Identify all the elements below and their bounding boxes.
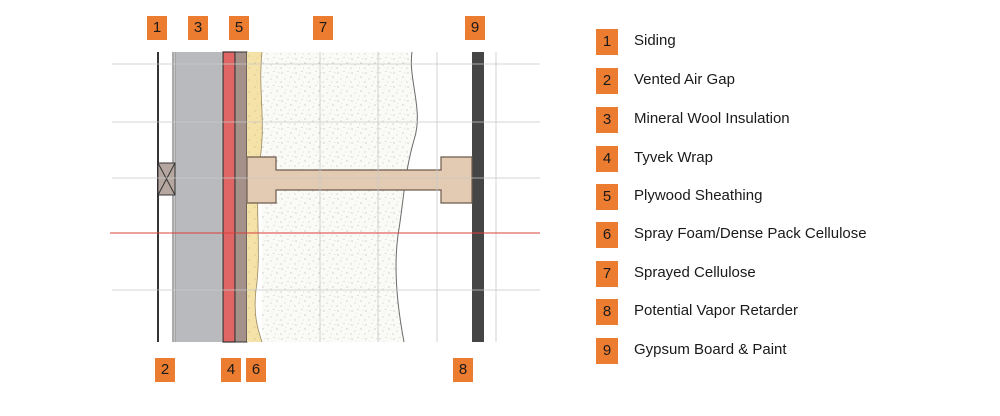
- legend-badge: 1: [596, 29, 618, 55]
- plywood-layer: [234, 51, 248, 343]
- wood-stud-section: [246, 156, 473, 204]
- furring-strip: [157, 162, 176, 196]
- legend-badge: 7: [596, 261, 618, 287]
- callout-6: 6: [246, 358, 266, 382]
- callout-5: 5: [229, 16, 249, 40]
- legend-label: Potential Vapor Retarder: [634, 302, 798, 319]
- callout-1: 1: [147, 16, 167, 40]
- legend-label: Mineral Wool Insulation: [634, 110, 790, 127]
- legend-badge: 2: [596, 68, 618, 94]
- grid: [112, 52, 540, 342]
- legend-label: Sprayed Cellulose: [634, 264, 756, 281]
- legend-badge: 3: [596, 107, 618, 133]
- legend-label: Siding: [634, 32, 676, 49]
- legend-badge: 6: [596, 222, 618, 248]
- legend-badge: 4: [596, 146, 618, 172]
- legend-badge: 5: [596, 184, 618, 210]
- sprayed-cellulose-layer: [262, 52, 418, 342]
- wall-section-drawing: [110, 51, 540, 343]
- tyvek-layer: [222, 51, 236, 343]
- callout-8: 8: [453, 358, 473, 382]
- callout-7: 7: [313, 16, 333, 40]
- legend-badge: 8: [596, 299, 618, 325]
- callout-2: 2: [155, 358, 175, 382]
- legend-label: Gypsum Board & Paint: [634, 341, 787, 358]
- mineral-wool-layer: [175, 52, 223, 342]
- legend-label: Plywood Sheathing: [634, 187, 763, 204]
- legend-badge: 9: [596, 338, 618, 364]
- callout-3: 3: [188, 16, 208, 40]
- legend-label: Vented Air Gap: [634, 71, 735, 88]
- callout-4: 4: [221, 358, 241, 382]
- legend-label: Spray Foam/Dense Pack Cellulose: [634, 225, 867, 242]
- callout-9: 9: [465, 16, 485, 40]
- cellulose-wavy-edge: [395, 51, 418, 343]
- gypsum-board: [472, 52, 484, 342]
- legend-label: Tyvek Wrap: [634, 149, 713, 166]
